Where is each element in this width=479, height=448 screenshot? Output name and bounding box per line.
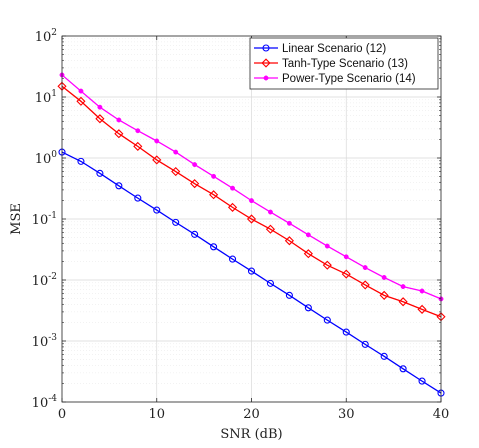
- data-point: [95, 114, 105, 124]
- data-point: [418, 377, 426, 385]
- data-point: [341, 269, 351, 279]
- series-3: [59, 72, 444, 302]
- data-point: [286, 220, 292, 226]
- data-point: [398, 297, 408, 307]
- x-tick-labels: 0 10 20 30 40: [58, 407, 449, 422]
- data-point: [268, 209, 273, 215]
- y-tick-label: 101: [35, 89, 57, 106]
- y-tick-label: 10-4: [32, 394, 58, 411]
- data-point: [227, 202, 238, 212]
- data-point: [399, 365, 407, 373]
- series-line: [61, 85, 442, 318]
- data-point: [190, 179, 200, 189]
- y-tick-label: 10-3: [32, 333, 58, 350]
- legend: Linear Scenario (12) Tanh-Type Scenario (…: [249, 37, 439, 90]
- legend-label: Tanh-Type Scenario (13): [282, 58, 408, 70]
- data-point: [210, 243, 218, 251]
- data-point: [342, 328, 350, 336]
- data-point: [381, 275, 387, 280]
- data-point: [209, 190, 219, 200]
- data-point: [266, 279, 275, 287]
- data-point: [78, 88, 84, 94]
- legend-marker: [261, 58, 271, 68]
- data-point: [115, 182, 123, 190]
- data-point: [419, 288, 425, 294]
- data-point: [324, 243, 330, 249]
- data-point: [114, 129, 124, 139]
- legend-label: Linear Scenario (12): [282, 43, 386, 55]
- y-tick-label: 102: [35, 28, 57, 45]
- data-point: [97, 104, 103, 110]
- legend-entry: Tanh-Type Scenario (13): [254, 58, 408, 70]
- x-tick-label: 40: [433, 407, 450, 422]
- x-axis-title: SNR (dB): [220, 427, 282, 442]
- data-point: [304, 304, 312, 312]
- data-point: [172, 218, 180, 226]
- data-point: [362, 265, 368, 270]
- data-point: [285, 291, 293, 299]
- data-point: [77, 157, 85, 165]
- data-point: [246, 214, 257, 224]
- legend-entry: Power-Type Scenario (14): [254, 73, 416, 85]
- data-point: [247, 267, 256, 275]
- legend-marker: [262, 44, 270, 52]
- x-tick-label: 10: [148, 407, 165, 422]
- data-point: [191, 230, 199, 238]
- data-point: [192, 162, 198, 168]
- data-point: [400, 284, 406, 290]
- data-point: [230, 185, 236, 191]
- data-point: [116, 117, 122, 123]
- data-point: [171, 166, 181, 177]
- data-point: [135, 128, 141, 134]
- data-point: [173, 149, 179, 155]
- x-tick-label: 20: [243, 407, 260, 422]
- data-point: [380, 352, 388, 360]
- y-tick-label: 100: [35, 150, 58, 167]
- data-point: [284, 236, 294, 246]
- y-tick-labels: 102 101 100 10-1 10-2 10-3 10-4: [32, 28, 58, 411]
- legend-marker: [263, 75, 269, 81]
- series-line: [61, 151, 442, 394]
- data-point: [305, 232, 311, 238]
- data-point: [229, 255, 237, 263]
- legend-entry: Linear Scenario (12): [254, 43, 386, 55]
- data-point: [152, 155, 162, 165]
- legend-label: Power-Type Scenario (14): [282, 73, 416, 85]
- data-point: [134, 194, 142, 202]
- data-point: [76, 96, 86, 106]
- data-point: [361, 340, 369, 348]
- data-point: [343, 254, 349, 260]
- data-point: [417, 304, 427, 314]
- data-point: [249, 198, 254, 204]
- axis-ticks: [61, 35, 442, 403]
- data-point: [360, 280, 370, 290]
- data-point: [322, 260, 332, 270]
- y-tick-label: 10-2: [32, 272, 57, 289]
- data-point: [153, 206, 161, 214]
- legend-box: [249, 37, 439, 90]
- data-point: [379, 290, 389, 300]
- data-point: [303, 249, 313, 259]
- data-point: [211, 173, 217, 179]
- data-point: [96, 169, 104, 177]
- series-1: [58, 148, 445, 397]
- x-tick-label: 0: [58, 407, 66, 422]
- data-point: [154, 138, 160, 144]
- series-layer: [57, 72, 446, 397]
- series-2: [57, 81, 446, 322]
- data-point: [133, 141, 143, 151]
- x-tick-label: 30: [338, 407, 355, 422]
- y-tick-label: 10-1: [32, 211, 57, 228]
- y-axis-title: MSE: [9, 203, 24, 235]
- data-point: [265, 224, 276, 234]
- data-point: [323, 316, 331, 324]
